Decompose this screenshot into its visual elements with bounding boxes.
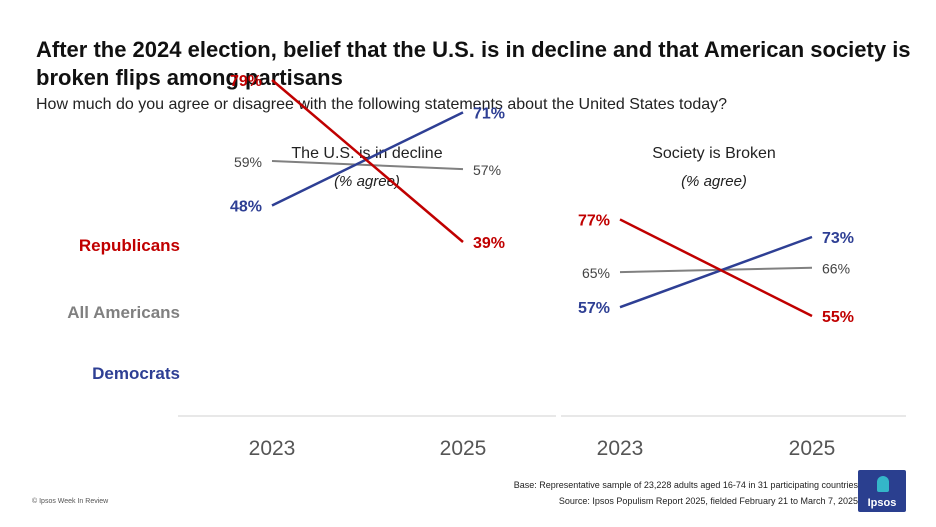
chart-title: After the 2024 election, belief that the… [36, 37, 911, 90]
group-label-all-americans: All Americans [67, 303, 180, 322]
panel1-title: The U.S. is in decline [291, 145, 442, 162]
panel2-line-democrats [619, 235, 813, 309]
footer-base: Base: Representative sample of 23,228 ad… [513, 480, 858, 490]
panel2-year-label-2025: 2025 [789, 437, 836, 460]
panel2-data-label-all-americans-2025: 66% [822, 261, 850, 277]
panel1-data-label-democrats-2023: 48% [230, 199, 262, 216]
panel2-data-label-all-americans-2023: 65% [582, 265, 610, 281]
panel1-line-all-americans [271, 160, 464, 171]
footer-source: Source: Ipsos Populism Report 2025, fiel… [558, 496, 858, 506]
panel1-data-label-democrats-2025: 71% [473, 105, 505, 122]
panel1-data-label-republicans-2023: 79% [230, 73, 262, 90]
panel2-data-label-republicans-2023: 77% [578, 212, 610, 229]
panel2-line-republicans [619, 218, 813, 318]
panel1-data-label-all-americans-2023: 59% [234, 154, 262, 170]
panel2-data-label-democrats-2025: 73% [822, 230, 854, 247]
panel1-subtitle: (% agree) [334, 173, 400, 190]
panel1-data-label-all-americans-2025: 57% [473, 162, 501, 178]
panel2-line-all-americans [619, 266, 813, 274]
ipsos-logo: Ipsos [858, 470, 906, 512]
logo-mark-icon [877, 476, 889, 492]
panel1-data-label-republicans-2025: 39% [473, 235, 505, 252]
copyright: © Ipsos Week In Review [32, 498, 109, 505]
group-label-democrats: Democrats [92, 364, 180, 383]
chart-subtitle: How much do you agree or disagree with t… [36, 96, 728, 113]
group-label-republicans: Republicans [79, 236, 180, 255]
panel2-data-label-democrats-2023: 57% [578, 300, 610, 317]
panel1-year-label-2023: 2023 [249, 437, 296, 460]
panel1-year-label-2025: 2025 [440, 437, 487, 460]
panel2-subtitle: (% agree) [681, 173, 747, 190]
panel2-title: Society is Broken [652, 145, 776, 162]
logo-text: Ipsos [867, 497, 897, 509]
panel2-data-label-republicans-2025: 55% [822, 309, 854, 326]
panel1-line-republicans [271, 79, 464, 243]
panel1-line-democrats [271, 111, 464, 207]
panel2-year-label-2023: 2023 [597, 437, 644, 460]
